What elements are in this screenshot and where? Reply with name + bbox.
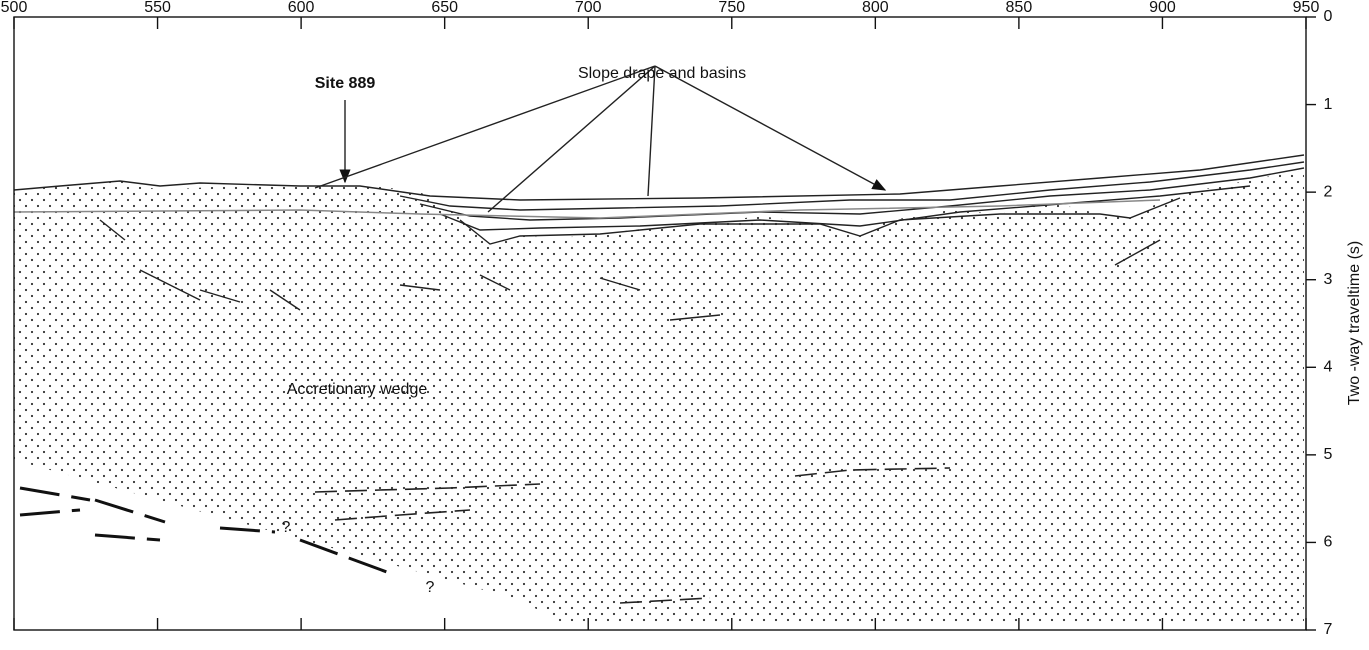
y-tick-label: 0 (1324, 8, 1333, 25)
y-tick-label: 7 (1324, 621, 1333, 638)
wedge (14, 170, 1304, 622)
diagram: Site 889 Slope drape and basins Accretio… (0, 0, 1369, 650)
x-tick-label: 550 (144, 0, 171, 16)
x-tick-label: 800 (862, 0, 889, 16)
x-tick-label: 850 (1006, 0, 1033, 16)
y-tick-label: 5 (1324, 446, 1333, 463)
x-tick-label: 900 (1149, 0, 1176, 16)
y-tick-label: 1 (1324, 96, 1333, 113)
drape-label: Slope drape and basins (578, 65, 746, 82)
section: Site 889 Slope drape and basins Accretio… (14, 65, 1304, 622)
x-tick-label: 750 (718, 0, 745, 16)
y-tick-label: 3 (1324, 271, 1333, 288)
question-mark: ? (426, 579, 435, 596)
y-tick-label: 4 (1324, 359, 1333, 376)
x-tick-label: 950 (1293, 0, 1320, 16)
x-tick-label: 650 (431, 0, 458, 16)
x-tick-label: 600 (288, 0, 315, 16)
y-tick-label: 6 (1324, 534, 1333, 551)
wedge-label: Accretionary wedge (287, 381, 428, 398)
y-tick-label: 2 (1324, 183, 1333, 200)
x-tick-label: 700 (575, 0, 602, 16)
y-axis-title: Two -way traveltime (s) (1346, 241, 1363, 405)
question-mark: ? (282, 519, 291, 536)
x-tick-label: 500 (1, 0, 28, 16)
site-label: Site 889 (315, 75, 376, 92)
